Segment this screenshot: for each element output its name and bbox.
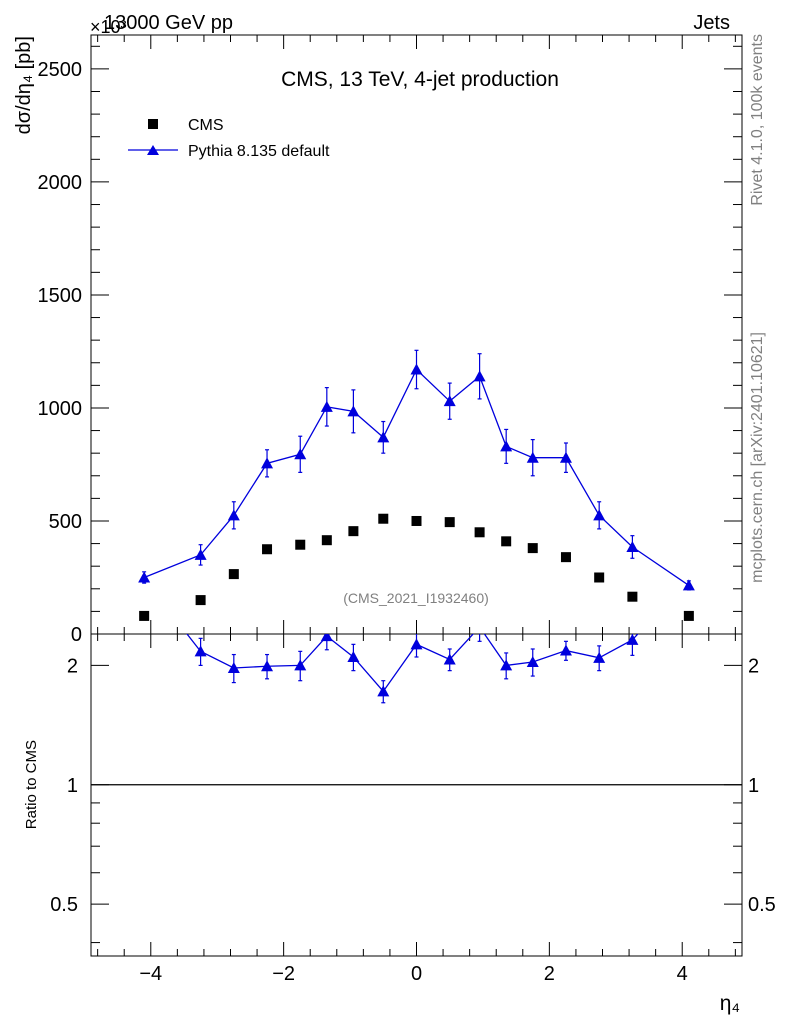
ratio-point	[443, 653, 456, 665]
pythia-point	[347, 405, 360, 417]
pythia-point	[443, 395, 456, 407]
legend-pythia-marker	[147, 145, 159, 155]
ratio-point	[526, 655, 539, 667]
y-tick-label: 1500	[38, 285, 83, 307]
pythia-point	[626, 540, 639, 552]
cms-point	[501, 536, 512, 547]
chart-title: CMS, 13 TeV, 4-jet production	[281, 68, 559, 91]
pythia-line	[143, 368, 690, 586]
ratio-point	[227, 662, 240, 674]
pythia-point	[294, 448, 307, 460]
ratio-y-tick-label: 1	[67, 775, 78, 797]
cms-point	[228, 569, 239, 580]
legend: CMS Pythia 8.135 default	[128, 117, 330, 160]
ratio-point	[474, 621, 486, 632]
cms-point	[474, 527, 485, 538]
pythia-point	[227, 509, 240, 521]
legend-pythia-label: Pythia 8.135 default	[188, 143, 330, 160]
y-tick-label: 500	[49, 511, 82, 533]
x-tick-label: 0	[411, 963, 422, 985]
y-tick-label: 0	[71, 624, 82, 646]
cms-point	[348, 526, 359, 537]
ratio-y-axis-label: Ratio to CMS	[23, 740, 40, 829]
pythia-point	[320, 400, 333, 412]
pythia-point	[526, 451, 539, 463]
cms-point	[444, 517, 455, 528]
ratio-point	[626, 634, 639, 645]
pythia-point	[473, 370, 486, 382]
ratio-y-tick-label-right: 0.5	[748, 894, 776, 916]
pythia-point	[194, 548, 207, 560]
pythia-point	[138, 571, 151, 583]
cms-point	[560, 552, 571, 563]
cms-point	[527, 543, 538, 554]
x-tick-label: −2	[272, 963, 295, 985]
ratio-point	[559, 644, 572, 656]
y-axis-label: dσ/dη₄ [pb]	[13, 36, 35, 134]
header-left: 13000 GeV pp	[104, 12, 233, 34]
y-exponent: ×10³	[90, 17, 127, 37]
ratio-point	[320, 634, 333, 642]
cms-point	[321, 535, 332, 546]
y-tick-label: 2000	[38, 172, 83, 194]
cms-point	[683, 610, 694, 621]
pythia-point	[261, 457, 274, 469]
ratio-axis-ticks: −4 −2 0 2 4 0.5 0.5 1 1 2 2	[50, 634, 776, 985]
ratio-point	[377, 685, 390, 697]
ratio-y-tick-label: 2	[67, 655, 78, 677]
cms-point	[378, 513, 389, 524]
ratio-point	[593, 651, 606, 663]
ratio-point	[347, 650, 360, 662]
cms-point	[262, 544, 273, 555]
ratio-panel-frame	[90, 633, 743, 957]
pythia-point	[559, 451, 572, 463]
pythia-point	[500, 440, 513, 452]
mcplots-label: mcplots.cern.ch [arXiv:2401.10621]	[749, 332, 766, 583]
main-data	[138, 349, 695, 621]
ratio-y-tick-label: 0.5	[50, 894, 78, 916]
cms-point	[594, 572, 605, 583]
pythia-point	[377, 431, 390, 443]
main-axis-ticks: 0 500 1000 1500 2000 2500	[38, 35, 742, 646]
ratio-data	[91, 621, 742, 786]
header-right: Jets	[693, 12, 730, 34]
legend-cms-marker	[148, 119, 158, 129]
ratio-point	[194, 645, 207, 657]
cms-point	[411, 515, 422, 526]
cms-point	[139, 610, 150, 621]
pythia-point	[593, 509, 606, 521]
ratio-point	[294, 659, 307, 671]
x-tick-label: −4	[139, 963, 162, 985]
ratio-y-tick-label-right: 2	[748, 655, 759, 677]
x-tick-label: 2	[544, 963, 555, 985]
rivet-label: Rivet 4.1.0, 100k events	[749, 34, 766, 206]
legend-cms-label: CMS	[188, 117, 224, 134]
cms-point	[195, 595, 206, 606]
y-tick-label: 1000	[38, 398, 83, 420]
pythia-point	[682, 579, 695, 591]
x-axis-label: η₄	[720, 992, 740, 1015]
cms-point	[295, 539, 306, 550]
pythia-point	[410, 363, 423, 375]
cms-point	[627, 591, 638, 602]
ratio-point	[410, 638, 423, 650]
ratio-y-tick-label-right: 1	[748, 775, 759, 797]
x-tick-label: 4	[677, 963, 688, 985]
analysis-watermark: (CMS_2021_I1932460)	[343, 590, 489, 606]
ratio-point	[261, 660, 274, 672]
y-tick-label: 2500	[38, 59, 83, 81]
ratio-point	[500, 659, 513, 671]
